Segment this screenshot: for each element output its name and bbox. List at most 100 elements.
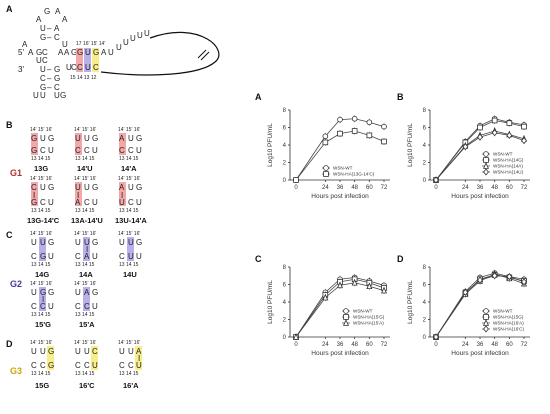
svg-text:A: A [119, 183, 125, 192]
svg-text:–: – [47, 33, 52, 42]
svg-text:G: G [54, 74, 60, 83]
svg-text:C: C [54, 83, 60, 92]
panel-label-b: B [6, 120, 13, 130]
x-tick-label: 48 [351, 185, 358, 191]
legend-label: WSN-HA(14G) [493, 158, 524, 163]
series-line [435, 132, 525, 181]
svg-text:G: G [92, 183, 98, 192]
y-tick-label: 2 [423, 318, 427, 324]
svg-text:U: U [84, 183, 90, 192]
svg-text:U: U [119, 347, 125, 356]
x-tick-label: 48 [491, 342, 498, 348]
y-axis-label: Log10 PFU/mL [267, 280, 274, 324]
series-2 [292, 278, 388, 340]
svg-text:I: I [42, 295, 44, 304]
svg-text:G: G [40, 33, 46, 42]
group-label-g1: G1 [10, 168, 22, 178]
svg-text:C: C [119, 146, 125, 155]
svg-text:U: U [92, 252, 98, 261]
data-point [491, 129, 498, 137]
svg-text:13 14 15: 13 14 15 [31, 312, 51, 318]
svg-text:14' 15' 16': 14' 15' 16' [74, 231, 96, 237]
data-point [322, 139, 329, 146]
y-tick-label: 0 [283, 335, 287, 341]
svg-text:G: G [71, 48, 77, 57]
struct-label-15g-d: 15G [35, 381, 49, 390]
svg-text:G: G [93, 48, 99, 57]
svg-text:13 14 15: 13 14 15 [119, 262, 139, 268]
data-point [322, 293, 329, 301]
svg-text:A: A [36, 15, 42, 24]
svg-text:13 14 15: 13 14 15 [75, 208, 95, 214]
data-point [336, 281, 344, 289]
svg-text:C: C [40, 146, 46, 155]
legend-label: WSN-HA(15'G) [353, 315, 385, 320]
svg-text:G: G [136, 238, 142, 247]
svg-text:A: A [75, 198, 81, 207]
svg-text:13 14 15: 13 14 15 [119, 371, 139, 377]
svg-text:G: G [60, 91, 66, 100]
svg-text:C: C [128, 198, 134, 207]
struct-label-13a-14u: 13A-14'U [71, 216, 103, 225]
svg-text:14' 15' 16': 14' 15' 16' [30, 281, 52, 287]
svg-text:U: U [128, 347, 134, 356]
data-point [491, 117, 498, 124]
svg-text:G: G [44, 7, 50, 16]
x-axis-label: Hours post infection [311, 193, 369, 200]
svg-text:G: G [92, 134, 98, 143]
svg-text:C: C [119, 361, 125, 370]
svg-text:U: U [40, 134, 46, 143]
x-tick-label: 60 [366, 342, 373, 348]
data-point [506, 131, 513, 139]
svg-text:–: – [47, 74, 52, 83]
svg-text:I: I [121, 191, 123, 200]
x-tick-label: 72 [381, 185, 388, 191]
series-3 [433, 129, 527, 184]
svg-text:C: C [84, 302, 90, 311]
svg-text:U: U [123, 38, 129, 47]
svg-text:U: U [40, 65, 46, 74]
svg-text:C: C [128, 361, 134, 370]
x-tick-label: 36 [337, 342, 344, 348]
data-point [433, 176, 439, 184]
data-point [462, 288, 469, 296]
svg-text:C: C [84, 198, 90, 207]
svg-text:C: C [31, 361, 37, 370]
struct-label-14u-c: 14U [123, 270, 137, 279]
x-tick-label: 0 [294, 185, 298, 191]
group-label-g3: G3 [10, 366, 22, 376]
svg-text:U: U [84, 238, 90, 247]
svg-text:C: C [42, 48, 48, 57]
legend-label: WSN-WT [333, 166, 353, 171]
panel-label-a: A [6, 4, 13, 14]
svg-text:U: U [31, 288, 37, 297]
svg-text:C: C [40, 302, 46, 311]
y-tick-label: 2 [283, 318, 287, 324]
svg-text:C: C [92, 347, 98, 356]
svg-text:U: U [54, 91, 60, 100]
y-tick-label: 6 [283, 126, 287, 132]
svg-text:G: G [40, 252, 46, 261]
group-label-g2: G2 [10, 279, 22, 289]
data-point [433, 333, 439, 341]
svg-text:U: U [40, 183, 46, 192]
y-axis-label: Log10 PFU/mL [267, 123, 274, 167]
panel-label-d: D [6, 339, 13, 349]
svg-text:G: G [31, 146, 37, 155]
svg-text:14' 15' 16': 14' 15' 16' [30, 340, 52, 346]
svg-text:14' 15' 16': 14' 15' 16' [74, 281, 96, 287]
legend-label: WSN-WT [493, 152, 513, 157]
svg-text:13 14 15: 13 14 15 [75, 312, 95, 318]
legend-marker [483, 308, 489, 314]
series-line [295, 282, 385, 338]
svg-text:G: G [31, 198, 37, 207]
series-1 [293, 127, 387, 183]
svg-text:A: A [22, 40, 28, 49]
svg-text:G: G [136, 183, 142, 192]
struct-label-15a: 15'A [79, 320, 95, 329]
